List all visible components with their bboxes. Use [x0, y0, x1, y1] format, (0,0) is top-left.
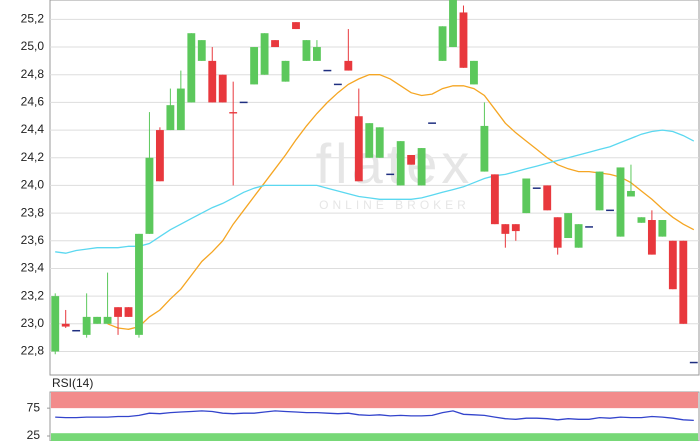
panel-title: RSI(14): [52, 376, 93, 390]
candle-body: [124, 307, 133, 317]
candle-body: [187, 33, 196, 103]
candle-body: [114, 307, 122, 317]
candle-body: [82, 316, 91, 335]
y-tick-label: 25,0: [21, 39, 45, 53]
candle-body: [354, 116, 363, 182]
rsi-line: [55, 410, 694, 422]
candle-body: [218, 74, 227, 103]
y-tick-label: 22,8: [21, 344, 45, 358]
candle-body: [407, 154, 416, 165]
y-tick-label: 25,2: [21, 12, 45, 26]
candle-body: [51, 296, 60, 352]
candle-body: [176, 88, 185, 131]
candle-body: [417, 148, 426, 186]
y-tick-label: 23,4: [21, 261, 45, 275]
candle-body: [459, 12, 468, 68]
candle-body: [668, 240, 677, 290]
candle-body: [61, 323, 70, 327]
rsi-panel: RSI(14) 25 75: [27, 376, 700, 441]
candle-body: [574, 224, 583, 248]
candle-body: [302, 40, 311, 61]
candle-body: [616, 167, 625, 237]
candle-body: [396, 141, 405, 186]
candle-body: [490, 174, 499, 225]
candle-body: [679, 240, 688, 324]
threshold-band: [51, 433, 698, 441]
watermark-subtitle: ONLINE BROKER: [319, 198, 470, 212]
y-tick-label: 23,2: [21, 288, 45, 302]
plot-area: [49, 0, 700, 376]
candle-body: [595, 171, 604, 211]
candle-body: [637, 217, 646, 223]
y-tick-label: 23,8: [21, 205, 45, 219]
candle-body: [197, 40, 206, 61]
candle-body: [375, 127, 384, 158]
candle-body: [470, 60, 478, 85]
candle-body: [564, 213, 573, 239]
y-tick-label: 24,6: [21, 95, 45, 109]
candle-body: [281, 60, 290, 82]
watermark: flatex: [316, 132, 474, 195]
candle-body: [480, 125, 489, 172]
candle-body: [271, 40, 279, 48]
candle-body: [522, 178, 531, 214]
candle-body: [292, 22, 300, 30]
candle-body: [543, 185, 552, 211]
candle-body: [103, 316, 112, 324]
y-tick-label: 24,8: [21, 67, 45, 81]
candle-body: [344, 60, 353, 71]
candle-body: [145, 157, 154, 234]
moving-average-line: [55, 129, 695, 254]
y-tick-label: 75: [27, 400, 41, 414]
y-tick-label: 24,0: [21, 178, 45, 192]
candle-body: [365, 123, 374, 158]
y-tick-label: 23,0: [21, 316, 45, 330]
candle-body: [553, 217, 562, 248]
candle-body: [501, 224, 510, 234]
candle-body: [260, 33, 269, 75]
candle-body: [511, 224, 520, 232]
price-panel: 22,8 23,0 23,2 23,4 23,6 23,8 24,0 24,2 24,4 24,6…: [21, 0, 700, 376]
y-tick-label: 24,4: [21, 122, 45, 136]
candle-body: [166, 105, 175, 131]
candle-body: [135, 233, 143, 335]
candle-body: [250, 47, 259, 85]
y-tick-label: 24,2: [21, 150, 45, 164]
candle-body: [658, 220, 667, 237]
candle-body: [627, 190, 635, 197]
candle-body: [208, 60, 217, 103]
candle-body: [155, 130, 164, 182]
candle-body: [647, 220, 656, 255]
candle-body: [449, 0, 457, 48]
candle-body: [229, 112, 238, 114]
candle-body: [93, 316, 102, 324]
y-tick-label: 23,6: [21, 233, 45, 247]
y-tick-label: 25: [27, 428, 41, 441]
candle-body: [438, 26, 447, 61]
candle-body: [313, 47, 321, 61]
threshold-band: [51, 392, 698, 409]
